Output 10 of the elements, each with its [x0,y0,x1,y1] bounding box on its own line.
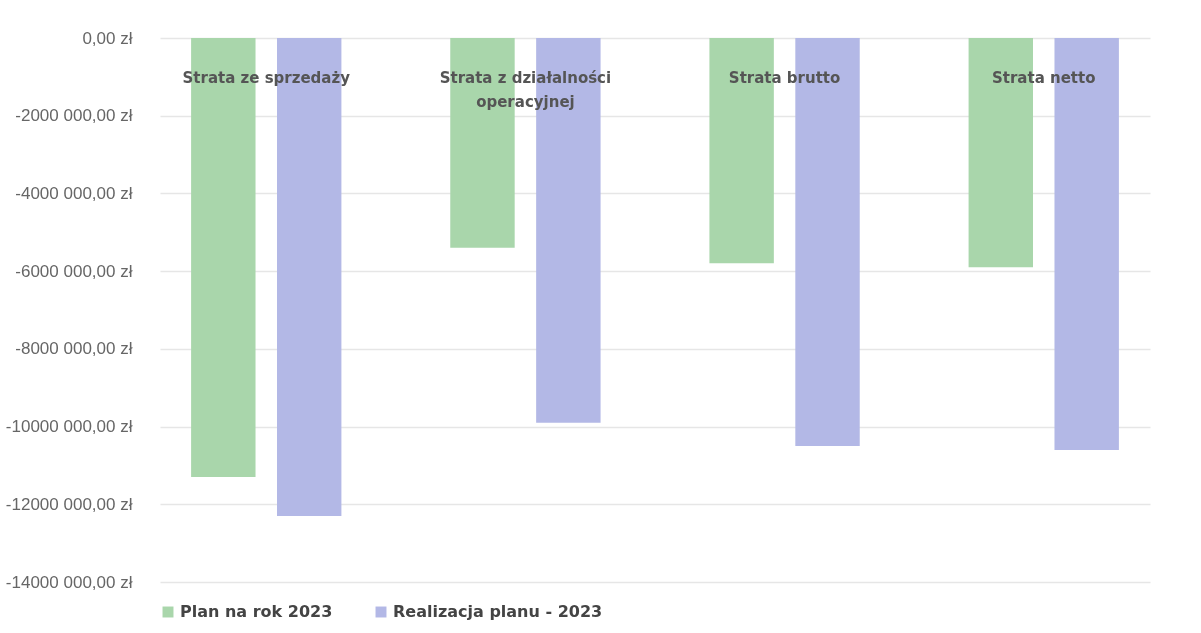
y-tick-label: -8000 000,00 zł [15,339,133,359]
y-tick-label: 0,00 zł [82,28,133,48]
y-tick-label: -10000 000,00 zł [5,417,133,437]
legend-label: Realizacja planu - 2023 [393,602,603,621]
y-tick-label: -2000 000,00 zł [15,106,133,126]
y-tick-label: -14000 000,00 zł [5,572,133,592]
y-tick-label: -12000 000,00 zł [5,494,133,514]
y-tick-label: -6000 000,00 zł [15,261,133,281]
legend-label: Plan na rok 2023 [180,602,333,621]
y-tick-label: -4000 000,00 zł [15,183,133,203]
